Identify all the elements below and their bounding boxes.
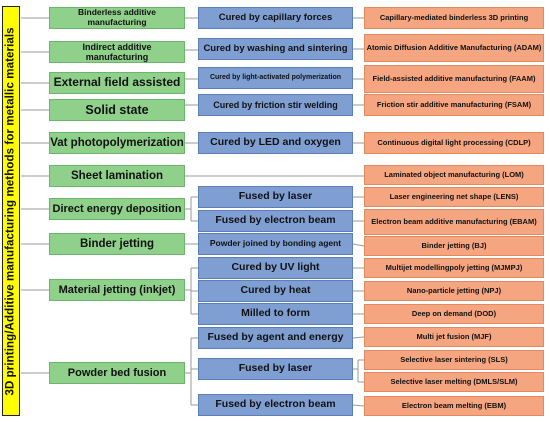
process-adam: Atomic Diffusion Additive Manufacturing … [364,34,544,62]
category-binder-jetting: Binder jetting [49,233,185,255]
mechanism-washing-sintering: Cured by washing and sintering [198,38,353,60]
process-sls: Selective laser sintering (SLS) [364,350,544,370]
mechanism-led-oxygen: Cured by LED and oxygen [198,132,353,154]
process-fsam: Friction stir additive manufacturing (FS… [364,94,544,116]
mechanism-ded-laser: Fused by laser [198,186,353,208]
diagram-title: 3D printing/Additive manufacturing metho… [2,6,20,416]
process-lom: Laminated object manufacturing (LOM) [364,165,544,185]
mechanism-capillary-forces: Cured by capillary forces [198,7,353,29]
category-binderless: Binderless additive manufacturing [49,7,185,29]
mechanism-pbf-laser: Fused by laser [198,358,353,380]
mechanism-light-polymerization: Cured by light-activated polymerization [198,67,353,89]
process-dod: Deep on demand (DOD) [364,304,544,324]
process-lens: Laser engineering net shape (LENS) [364,187,544,207]
category-indirect: Indirect additive manufacturing [49,41,185,63]
process-npj: Nano-particle jetting (NPJ) [364,281,544,301]
mechanism-friction-stir-welding: Cured by friction stir welding [198,94,353,116]
process-cdlp: Continuous digital light processing (CDL… [364,132,544,154]
diagram-title-text: 3D printing/Additive manufacturing metho… [4,26,17,396]
process-faam: Field-assisted additive manufacturing (F… [364,65,544,93]
process-mjmpj: Multijet modellingpoly jetting (MJMPJ) [364,258,544,278]
category-material-jetting: Material jetting (inkjet) [49,279,185,301]
category-vat-photopolymerization: Vat photopolymerization [49,132,185,154]
process-slm: Selective laser melting (DMLS/SLM) [364,372,544,392]
connector-line [352,404,365,407]
connector-line [352,336,365,339]
mechanism-milled: Milled to form [198,303,353,325]
process-capillary-binderless: Capillary-mediated binderless 3D printin… [364,7,544,29]
category-external-field: External field assisted [49,72,185,94]
category-direct-energy-deposition: Direct energy deposition [49,198,185,220]
process-ebm: Electron beam melting (EBM) [364,396,544,416]
mechanism-heat: Cured by heat [198,280,353,302]
connector-line [352,243,365,247]
mechanism-ded-electron-beam: Fused by electron beam [198,210,353,232]
category-sheet-lamination: Sheet lamination [49,165,185,187]
process-ebam: Electron beam additive manufacturing (EB… [364,209,544,235]
mechanism-pbf-electron-beam: Fused by electron beam [198,394,353,416]
mechanism-agent-energy: Fused by agent and energy [198,327,353,349]
category-solid-state: Solid state [49,99,185,121]
mechanism-bonding-agent: Powder joined by bonding agent [198,233,353,255]
mechanism-uv-light: Cured by UV light [198,257,353,279]
process-bj: Binder jetting (BJ) [364,236,544,256]
category-powder-bed-fusion: Powder bed fusion [49,362,185,384]
process-mjf: Multi jet fusion (MJF) [364,327,544,347]
